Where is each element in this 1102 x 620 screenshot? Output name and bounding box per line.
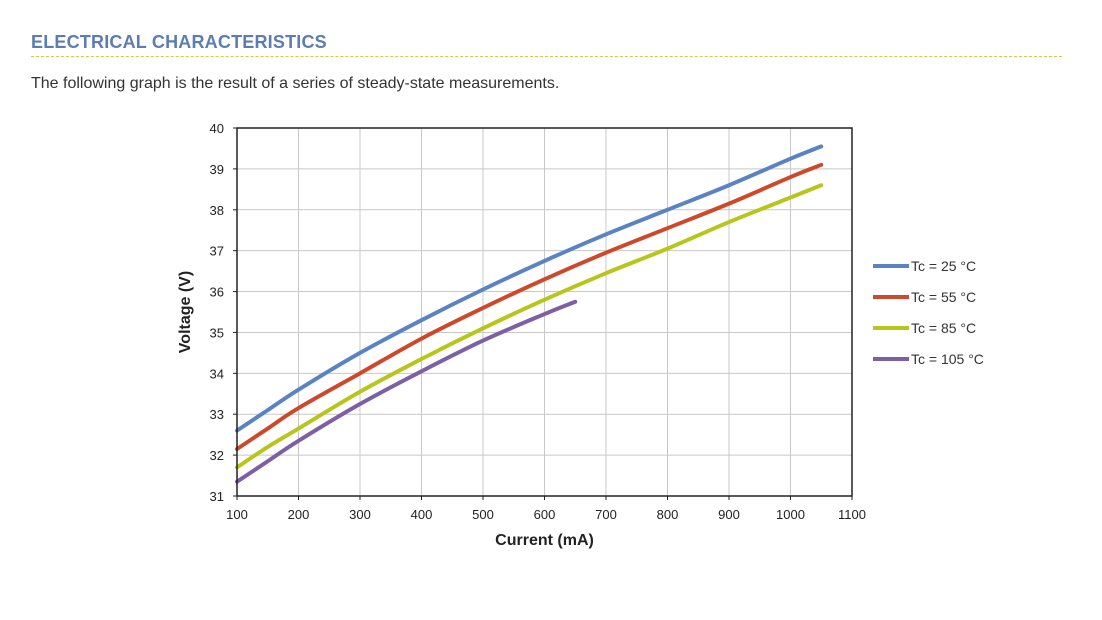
y-tick-label: 34 [210,366,224,381]
y-tick-label: 39 [210,162,224,177]
y-axis-label: Voltage (V) [177,271,194,353]
y-tick-label: 37 [210,244,224,259]
y-tick-label: 40 [210,121,224,136]
x-tick-label: 400 [411,507,433,522]
x-tick-label: 700 [595,507,617,522]
legend-label: Tc = 85 °C [911,320,976,336]
x-tick-label: 1000 [776,507,805,522]
x-tick-label: 1100 [838,507,866,522]
intro-text: The following graph is the result of a s… [31,75,560,92]
series-line-1 [235,144,824,433]
legend: Tc = 25 °C Tc = 55 °C Tc = 85 °C Tc = 105 °… [873,258,984,367]
x-tick-label: 900 [718,507,740,522]
y-tick-label: 36 [210,285,224,300]
section-title: ELECTRICAL CHARACTERISTICS [31,32,327,52]
series-line-3 [235,183,824,470]
x-axis-label: Current (mA) [495,532,594,549]
y-tick-label: 31 [210,489,224,504]
title-divider [31,56,1062,57]
y-tick-label: 35 [210,325,224,340]
x-tick-label: 600 [534,507,556,522]
y-tick-label: 33 [210,407,224,422]
series-line-2 [235,162,824,451]
x-tick-label: 100 [226,507,248,522]
legend-label: Tc = 55 °C [911,289,976,305]
y-tick-label: 32 [210,448,224,463]
series-line-4 [235,299,578,484]
x-tick-label: 800 [657,507,679,522]
x-tick-labels: 100 200 300 400 500 600 700 800 900 1000 1100 [226,496,866,522]
legend-label: Tc = 105 °C [911,351,984,367]
x-tick-label: 500 [472,507,494,522]
series-layer [235,144,824,484]
x-tick-label: 300 [349,507,371,522]
y-tick-label: 38 [210,203,224,218]
legend-label: Tc = 25 °C [911,258,976,274]
y-tick-labels: 31 32 33 34 35 36 37 38 39 40 [210,121,237,504]
x-tick-label: 200 [288,507,310,522]
